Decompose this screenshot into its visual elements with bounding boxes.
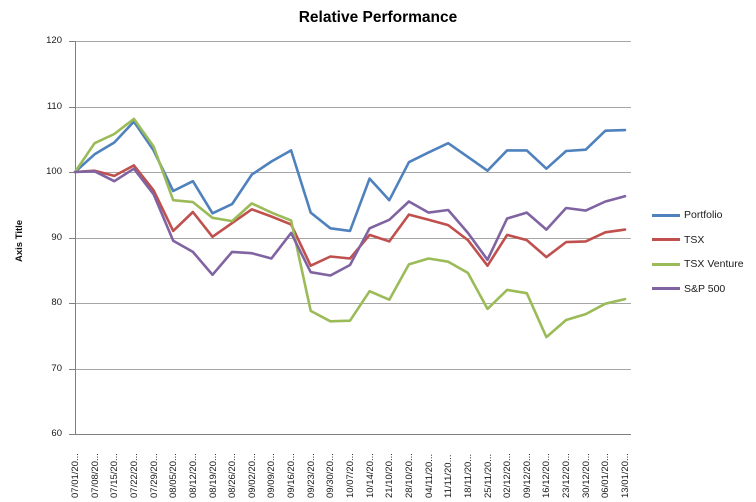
x-axis-label: 09/16/20... bbox=[286, 453, 297, 498]
x-axis-label: 09/02/20... bbox=[247, 453, 258, 498]
series-line-tsx-venture bbox=[73, 117, 627, 339]
series-line-s-p-500 bbox=[73, 167, 627, 277]
legend-item-tsx-venture: TSX Venture bbox=[652, 258, 744, 270]
series-line-tsx bbox=[73, 164, 627, 268]
y-axis-label: 70 bbox=[51, 362, 62, 374]
x-axis-label: 06/01/20... bbox=[600, 453, 611, 498]
series-line-portfolio bbox=[73, 120, 627, 233]
y-axis-label: 90 bbox=[51, 231, 62, 243]
legend-item-portfolio: Portfolio bbox=[652, 209, 723, 221]
x-axis-label: 08/05/20... bbox=[168, 453, 179, 498]
legend-item-tsx: TSX bbox=[652, 234, 704, 246]
x-axis-label: 28/10/20... bbox=[404, 453, 415, 498]
x-axis-label: 09/09/20... bbox=[266, 453, 277, 498]
legend-swatch bbox=[652, 213, 680, 217]
x-axis-label: 13/01/20... bbox=[620, 453, 631, 498]
y-axis-label: 60 bbox=[51, 428, 62, 439]
legend-swatch bbox=[652, 238, 680, 241]
y-axis-label: 120 bbox=[46, 35, 62, 46]
legend-label: Portfolio bbox=[684, 209, 723, 221]
x-axis-label: 08/12/20... bbox=[188, 453, 199, 498]
x-axis-label: 07/01/20... bbox=[70, 453, 81, 498]
legend-label: S&P 500 bbox=[684, 282, 726, 295]
legend-label: TSX Venture bbox=[684, 258, 744, 270]
y-axis-label: 80 bbox=[51, 297, 62, 308]
x-axis-label: 04/11/20... bbox=[424, 453, 435, 498]
legend-label: TSX bbox=[684, 233, 705, 246]
legend-swatch bbox=[652, 287, 680, 290]
y-axis-label: 100 bbox=[46, 166, 62, 177]
x-axis-label: 02/12/20... bbox=[502, 453, 513, 498]
x-axis-label: 07/22/20... bbox=[129, 453, 140, 498]
x-axis-label: 08/26/20... bbox=[227, 453, 238, 498]
x-axis-label: 08/19/20... bbox=[208, 453, 219, 498]
x-axis-label: 07/29/20... bbox=[149, 453, 160, 498]
x-axis-label: 21/10/20... bbox=[384, 453, 395, 498]
legend-item-s-p-500: S&P 500 bbox=[652, 283, 725, 295]
x-axis-label: 16/12/20... bbox=[541, 453, 552, 498]
x-axis-label: 23/12/20... bbox=[561, 453, 572, 498]
x-axis-label: 10/07/20... bbox=[345, 453, 356, 498]
x-axis-label: 25/11/20... bbox=[483, 453, 494, 498]
x-axis-label: 09/12/20... bbox=[522, 453, 533, 498]
x-axis-label: 11/11/20... bbox=[443, 454, 454, 499]
x-axis-label: 18/11/20... bbox=[463, 453, 474, 498]
x-axis-label: 09/30/20... bbox=[325, 453, 336, 498]
chart-title: Relative Performance bbox=[298, 9, 458, 26]
x-axis-label: 07/15/20... bbox=[109, 453, 120, 498]
legend-swatch bbox=[652, 262, 680, 266]
x-axis-label: 10/14/20... bbox=[365, 453, 376, 498]
y-axis-label: 110 bbox=[46, 100, 62, 112]
x-axis-label: 30/12/20... bbox=[581, 453, 592, 498]
x-axis-label: 07/08/20... bbox=[90, 453, 101, 498]
x-axis-label: 09/23/20... bbox=[306, 453, 317, 498]
